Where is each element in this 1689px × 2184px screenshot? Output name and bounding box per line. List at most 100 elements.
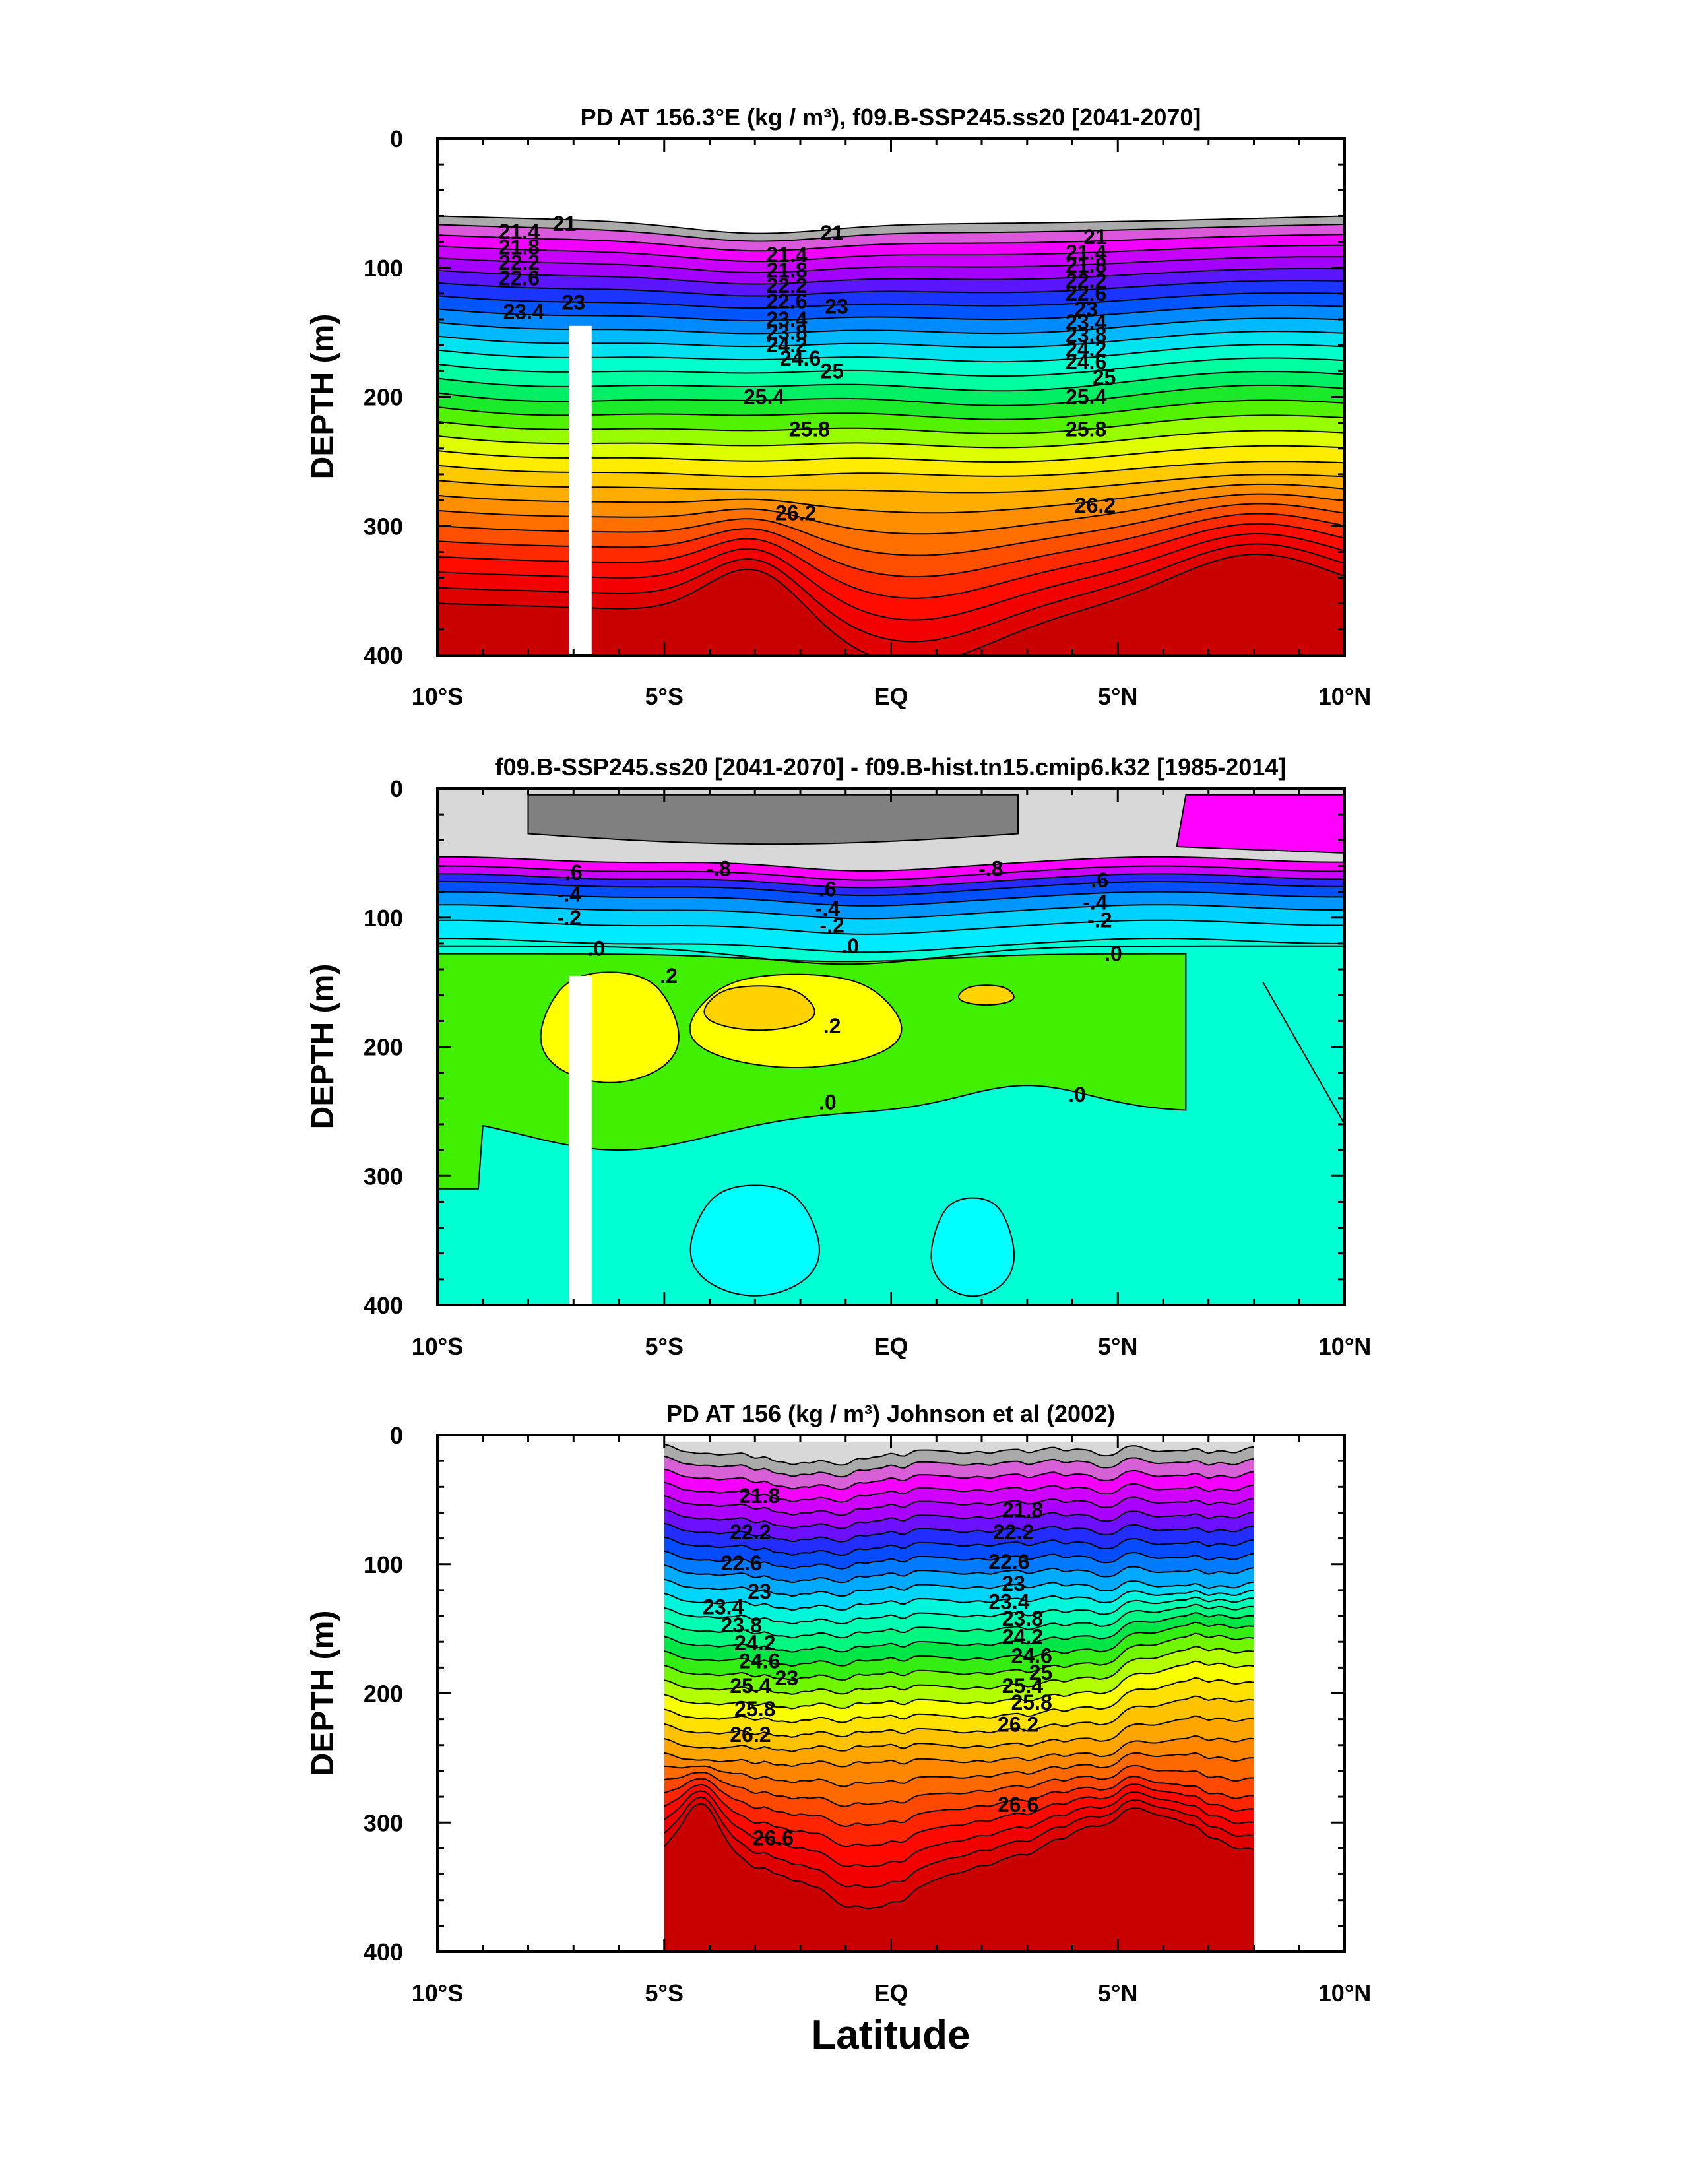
anomaly-max <box>957 984 1015 1006</box>
contour-line <box>437 305 1345 322</box>
panel-3-y-axis-label: DEPTH (m) <box>305 1611 340 1776</box>
contour-label: -.2 <box>1087 909 1112 932</box>
contour-line <box>664 1752 1254 1787</box>
panel-3: PD AT 156 (kg / m³) Johnson et al (2002)… <box>305 1400 1371 2007</box>
contour-label: 21 <box>1083 225 1107 249</box>
contour-label: 23 <box>825 295 848 319</box>
contour-label: 25 <box>1029 1661 1053 1685</box>
panel-2-x-tick-labels: 10°S 5°S EQ 5°N 10°N <box>412 1333 1371 1360</box>
contour-line <box>437 280 1345 297</box>
contour-line <box>664 1612 1254 1653</box>
contour-line <box>664 1783 1254 1847</box>
contour-label: 23 <box>748 1580 771 1603</box>
x-tick-label: 5°S <box>645 1333 684 1360</box>
contour-label: .6 <box>565 860 583 884</box>
contour-line <box>437 256 1345 273</box>
contour-label: 26.2 <box>1075 494 1116 517</box>
contour-label: 26.2 <box>730 1723 771 1747</box>
contour-label: 24.6 <box>1011 1644 1052 1668</box>
contour-line <box>664 1677 1254 1724</box>
contour-label: 23.4 <box>1066 310 1106 334</box>
contour-label: 24.6 <box>780 346 821 370</box>
contour-label: -.4 <box>815 897 841 920</box>
contour-line <box>664 1632 1254 1681</box>
contour-line <box>437 919 1345 935</box>
y-tick-label: 0 <box>390 775 403 802</box>
x-tick-label: 10°S <box>412 1979 463 2007</box>
contour-label: 25.4 <box>1066 385 1106 409</box>
contour-label: 24.6 <box>1066 350 1106 374</box>
panel-3-contour-lines <box>664 1443 1254 1910</box>
contour-line <box>437 223 1345 242</box>
contour-label: 21.8 <box>1002 1498 1043 1522</box>
contour-line <box>437 880 1345 897</box>
anomaly-core <box>540 971 680 1083</box>
contour-label: 23.8 <box>720 1613 761 1637</box>
panel-2-title: f09.B-SSP245.ss20 [2041-2070] - f09.B-hi… <box>495 754 1287 781</box>
y-tick-label: 200 <box>364 1681 403 1708</box>
x-tick-label: 5°S <box>645 683 684 710</box>
y-tick-label: 400 <box>364 1939 403 1966</box>
contour-label: 26.2 <box>998 1713 1038 1737</box>
contour-label: 21 <box>553 212 577 236</box>
contour-label: 22.2 <box>730 1520 771 1544</box>
panel-3-color-fill <box>437 1435 1345 1952</box>
contour-label: 22.6 <box>720 1551 761 1575</box>
contour-line <box>664 1596 1254 1625</box>
deep-anomaly <box>930 1197 1015 1297</box>
contour-line <box>437 873 1345 889</box>
y-tick-label: 400 <box>364 642 403 669</box>
contour-label: .2 <box>660 964 678 988</box>
contour-label: 25.4 <box>730 1674 771 1698</box>
panel-3-field: 21.822.222.62323.423.824.224.62325.425.8… <box>437 1435 1345 1952</box>
panel-3-y-tick-labels: 0 100 200 300 400 <box>364 1422 403 1966</box>
x-tick-label: 5°N <box>1098 683 1137 710</box>
contour-line <box>664 1456 1254 1478</box>
x-tick-label: EQ <box>874 1333 908 1360</box>
x-tick-label: 10°N <box>1318 1333 1371 1360</box>
contour-label: .0 <box>841 934 859 958</box>
y-tick-label: 300 <box>364 513 403 540</box>
y-tick-label: 100 <box>364 1551 403 1578</box>
contour-line <box>664 1603 1254 1639</box>
panel-2-ticks <box>436 787 1346 1306</box>
contour-line <box>664 1495 1254 1516</box>
y-tick-label: 300 <box>364 1809 403 1836</box>
panel-2-y-axis-label: DEPTH (m) <box>305 964 340 1130</box>
contour-label: 24.2 <box>766 333 807 357</box>
contour-label: 24.2 <box>734 1631 775 1655</box>
contour-label: 24.2 <box>1002 1624 1043 1648</box>
contour-label: 26.6 <box>998 1793 1038 1816</box>
contour-line <box>437 856 1345 872</box>
contour-label: .2 <box>823 1014 841 1038</box>
y-tick-label: 100 <box>364 905 403 932</box>
contour-label: 21.4 <box>1066 240 1106 264</box>
contour-label: 21.8 <box>739 1484 780 1508</box>
x-tick-label: EQ <box>874 1979 908 2007</box>
contour-label: 25.8 <box>1011 1690 1052 1714</box>
panel-1-y-axis-label: DEPTH (m) <box>305 314 340 480</box>
no-data-region <box>1254 1435 1345 1952</box>
contour-label: .6 <box>819 878 837 901</box>
contour-label: 23.4 <box>766 307 807 331</box>
contour-label: 23.8 <box>766 321 807 344</box>
contour-line <box>664 1481 1254 1503</box>
contour-label: 21.4 <box>766 243 807 267</box>
contour-line <box>437 904 1345 920</box>
contour-line <box>664 1790 1254 1868</box>
deep-anomaly <box>689 1184 820 1297</box>
contour-line <box>664 1803 1254 1910</box>
contour-label: 23.4 <box>703 1595 744 1619</box>
panel-2-contour-lines <box>437 856 1345 1125</box>
positive-surface-anomaly <box>1176 794 1345 854</box>
contour-label: 23 <box>1074 297 1098 321</box>
contour-label: .0 <box>819 1091 837 1114</box>
panel-3-title: PD AT 156 (kg / m³) Johnson et al (2002) <box>666 1400 1115 1427</box>
contour-label: 23 <box>1002 1572 1025 1595</box>
contour-label: 21.8 <box>1066 253 1106 277</box>
y-tick-label: 400 <box>364 1292 403 1319</box>
contour-line <box>664 1536 1254 1557</box>
y-tick-label: 200 <box>364 1034 403 1061</box>
y-tick-label: 100 <box>364 255 403 282</box>
